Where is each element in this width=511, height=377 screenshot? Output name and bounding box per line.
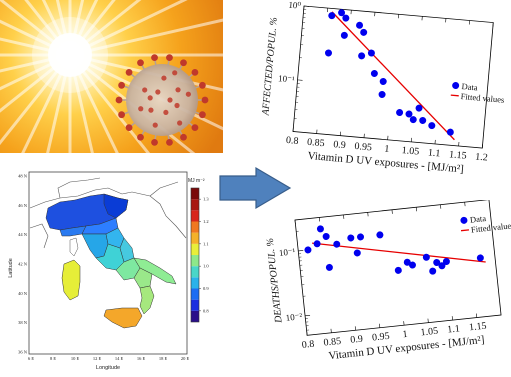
map-xtick-label: 16 E	[137, 356, 146, 361]
map-ytick-label: 48 N	[18, 174, 28, 179]
legend-line-fit	[461, 230, 469, 231]
x-tick-label: 1.15	[469, 321, 488, 334]
colorbar-unit: MJ m⁻²	[188, 178, 205, 184]
colorbar-cell	[191, 199, 199, 210]
y-tick-label: 10⁻¹	[278, 73, 296, 84]
colorbar-cell	[191, 188, 199, 199]
map-ytick-label: 36 N	[18, 350, 28, 355]
map-ytick-label: 46 N	[18, 203, 28, 208]
colorbar-cell	[191, 266, 199, 277]
map-xtick-label: 20 E	[181, 356, 190, 361]
x-tick-label: 0.9	[350, 334, 364, 346]
colorbar-cell	[191, 233, 199, 244]
map-xlabel: Longitude	[96, 365, 120, 371]
y-tick-label: 10⁰	[288, 0, 302, 11]
x-tick-label: 1.15	[449, 149, 467, 161]
x-tick-label: 0.85	[307, 137, 325, 149]
map-ytick-label: 40 N	[18, 291, 28, 296]
italy-uv-map: 36 N 38 N 40 N 42 N 44 N 46 N 48 N 6 E 8 E 10 E 1…	[0, 168, 222, 372]
colorbar-cell	[191, 311, 199, 322]
x-tick-label: 1.1	[447, 323, 461, 335]
map-xtick-label: 8 E	[50, 356, 56, 361]
colorbar-tick-label: 1.3	[203, 197, 209, 202]
x-tick-label: 1.1	[427, 147, 440, 159]
x-tick-label: 1.05	[401, 145, 419, 157]
map-xtick-label: 10 E	[71, 356, 80, 361]
colorbar-cell	[191, 244, 199, 255]
colorbar-cell	[191, 210, 199, 221]
x-tick-label: 1.2	[475, 152, 488, 164]
colorbar-tick-label: 1.0	[203, 264, 209, 269]
x-tick-label: 1.05	[420, 326, 439, 339]
y-tick-label: 10⁻²	[285, 311, 303, 323]
x-tick-label: 1	[402, 329, 408, 340]
x-tick-label: 0.95	[372, 331, 391, 344]
map-xtick-label: 6 E	[28, 356, 34, 361]
colorbar-tick-label: 0.9	[203, 286, 209, 291]
map-colorbar: 0.8 0.9 1.0 1.1 1.2 1.3 MJ m⁻²	[188, 178, 209, 322]
map-xtick-label: 14 E	[115, 356, 124, 361]
colorbar-cell	[191, 222, 199, 233]
colorbar-cell	[191, 300, 199, 311]
legend-line-fit	[451, 95, 459, 96]
colorbar-cell	[191, 289, 199, 300]
x-tick-label: 0.95	[354, 141, 372, 153]
x-tick-label: 0.8	[285, 135, 298, 147]
y-tick-label: 10⁻¹	[278, 246, 296, 258]
y-axis-label: AFFECTED/POPUL. %	[260, 17, 280, 117]
map-ytick-label: 38 N	[18, 320, 28, 325]
colorbar-cell	[191, 277, 199, 288]
x-tick-label: 0.9	[333, 139, 346, 151]
x-tick-label: 0.85	[323, 336, 342, 349]
colorbar-tick-label: 1.2	[203, 219, 209, 224]
map-ytick-label: 42 N	[18, 262, 28, 267]
map-ytick-label: 44 N	[18, 232, 28, 237]
colorbar-cell	[191, 255, 199, 266]
map-xtick-label: 12 E	[93, 356, 102, 361]
colorbar-tick-label: 1.1	[203, 241, 209, 246]
x-tick-label: 0.8	[301, 339, 315, 351]
sun-virus-photo	[0, 0, 223, 153]
map-ylabel: Latitude	[8, 258, 14, 278]
map-xtick-label: 18 E	[159, 356, 168, 361]
x-tick-label: 1	[384, 144, 390, 155]
colorbar-tick-label: 0.8	[203, 308, 209, 313]
plot-area	[293, 6, 493, 148]
